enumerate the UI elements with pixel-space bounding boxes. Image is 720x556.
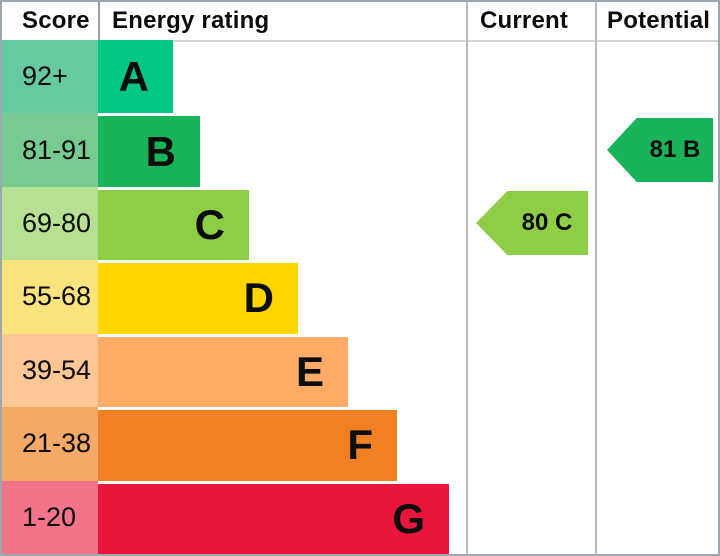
column-divider-current: [466, 2, 468, 554]
column-divider-potential: [595, 2, 597, 554]
score-range: 1-20: [2, 480, 98, 554]
rating-bar-g: G: [98, 483, 449, 554]
chart-header: Score Energy rating Current Potential: [2, 2, 718, 42]
rating-letter: E: [295, 347, 324, 395]
band-row-g: 1-20 G: [2, 480, 718, 554]
score-range: 39-54: [2, 333, 98, 408]
score-range: 55-68: [2, 260, 98, 334]
rating-letter: C: [194, 201, 225, 249]
rating-letter: F: [347, 421, 373, 469]
rating-bar-d: D: [98, 263, 298, 334]
score-range: 92+: [2, 40, 98, 114]
header-current: Current: [480, 7, 569, 34]
rating-letter: B: [145, 127, 176, 175]
header-potential: Potential: [607, 7, 711, 34]
band-rows: 92+ A 81-91 B 69-80 C 55-68 D 39-54 E 21…: [2, 40, 718, 554]
rating-letter: A: [118, 52, 149, 100]
header-energy-rating: Energy rating: [112, 7, 270, 34]
score-range: 69-80: [2, 186, 98, 261]
band-row-c: 69-80 C: [2, 186, 718, 261]
rating-bar-b: B: [98, 116, 200, 187]
header-score: Score: [22, 7, 90, 34]
rating-letter: G: [392, 494, 425, 542]
band-row-d: 55-68 D: [2, 260, 718, 334]
band-row-b: 81-91 B: [2, 113, 718, 187]
rating-bar-c: C: [98, 189, 249, 261]
rating-bar-f: F: [98, 410, 397, 481]
band-row-e: 39-54 E: [2, 333, 718, 408]
rating-bar-a: A: [98, 40, 173, 114]
rating-letter: D: [243, 274, 274, 322]
column-divider-score: [98, 2, 100, 42]
band-row-a: 92+ A: [2, 40, 718, 114]
score-range: 21-38: [2, 407, 98, 481]
band-row-f: 21-38 F: [2, 407, 718, 481]
score-range: 81-91: [2, 113, 98, 187]
rating-bar-e: E: [98, 336, 348, 408]
